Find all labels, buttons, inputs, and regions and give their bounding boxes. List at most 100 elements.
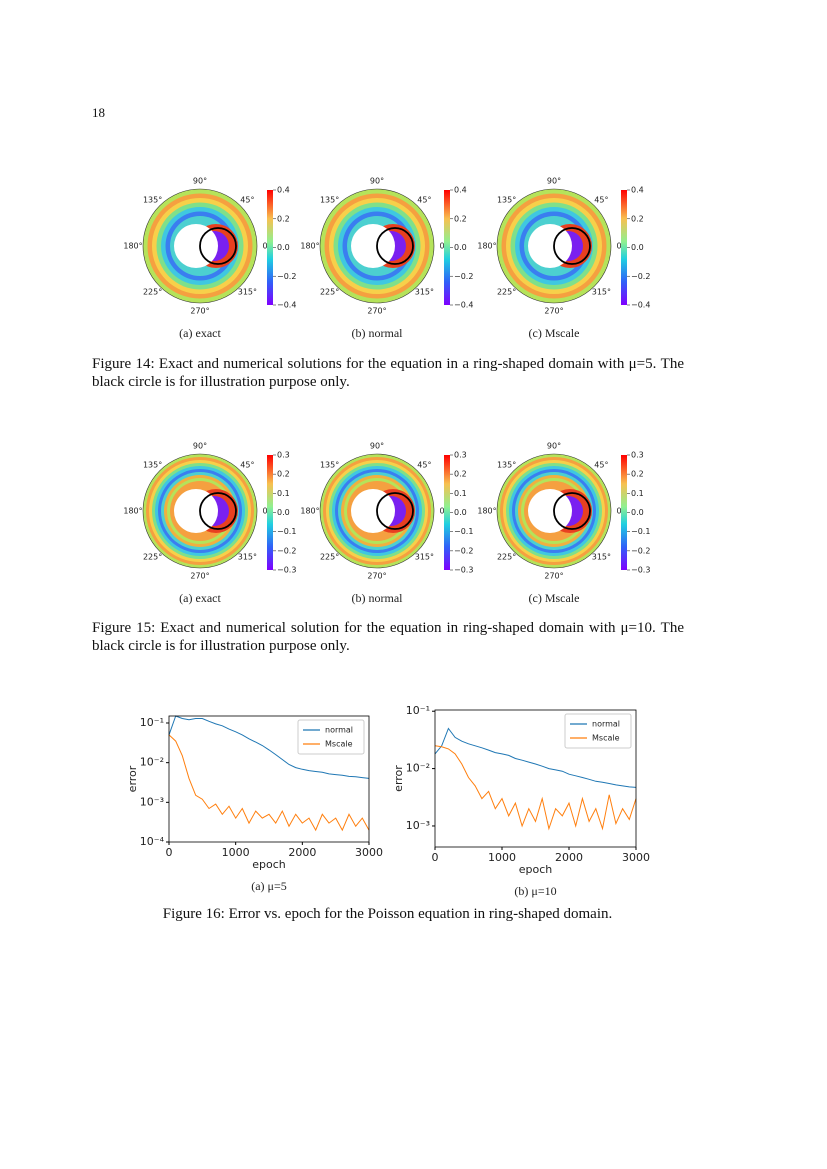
colorbar-tick-label: −0.2 xyxy=(631,272,650,281)
angle-label: 315° xyxy=(592,552,611,561)
plot-edge xyxy=(319,453,435,569)
angle-label: 45° xyxy=(240,461,254,470)
y-tick-label: 10⁻² xyxy=(406,762,430,775)
angle-label: 135° xyxy=(143,461,162,470)
angle-label: 180° xyxy=(300,507,319,516)
y-tick-label: 10⁻³ xyxy=(140,795,164,808)
angle-label: 315° xyxy=(238,552,257,561)
colorbar-tick-label: −0.1 xyxy=(631,527,650,536)
angle-label: 90° xyxy=(547,177,561,186)
series-line xyxy=(168,715,370,779)
subcaption: (b) μ=10 xyxy=(514,884,556,898)
colorbar-tick-label: 0.0 xyxy=(631,508,644,517)
angle-label: 270° xyxy=(544,306,563,315)
colorbar xyxy=(444,190,450,305)
x-tick-label: 3000 xyxy=(622,851,650,864)
angle-label: 270° xyxy=(190,306,209,315)
angle-label: 225° xyxy=(320,287,339,296)
colorbar-tick-label: −0.1 xyxy=(454,527,473,536)
colorbar xyxy=(267,455,273,570)
angle-label: 180° xyxy=(123,242,142,251)
colorbar-tick-label: 0.0 xyxy=(631,243,644,252)
angle-label: 315° xyxy=(415,552,434,561)
colorbar-tick-label: 0.2 xyxy=(277,214,290,223)
angle-label: 180° xyxy=(300,242,319,251)
angle-label: 180° xyxy=(477,242,496,251)
legend-box xyxy=(564,713,632,749)
page-number: 18 xyxy=(92,105,105,120)
plot-edge xyxy=(496,188,612,304)
colorbar-tick-label: −0.3 xyxy=(277,566,296,575)
illustration-circle xyxy=(553,227,591,265)
y-axis-label: error xyxy=(126,765,139,792)
subcaption: (b) normal xyxy=(352,326,404,340)
polar-plot xyxy=(319,453,435,569)
angle-label: 270° xyxy=(544,571,563,580)
x-tick-label: 1000 xyxy=(222,846,250,859)
colorbar-tick-label: 0.4 xyxy=(631,186,644,195)
colorbar-tick-label: −0.2 xyxy=(454,546,473,555)
plot-frame xyxy=(434,709,637,848)
colorbar-tick-label: 0.0 xyxy=(454,243,467,252)
x-tick-label: 1000 xyxy=(488,851,516,864)
angle-label: 45° xyxy=(594,196,608,205)
colorbar xyxy=(267,190,273,305)
colorbar-tick-label: −0.1 xyxy=(277,527,296,536)
angle-label: 45° xyxy=(240,196,254,205)
x-tick-label: 0 xyxy=(166,846,173,859)
hole xyxy=(174,224,218,268)
colorbar-tick-label: 0.0 xyxy=(454,508,467,517)
angle-label: 270° xyxy=(190,571,209,580)
hole xyxy=(528,224,572,268)
angle-label: 45° xyxy=(417,461,431,470)
series-line xyxy=(434,745,637,831)
colorbar xyxy=(444,455,450,570)
subcaption: (c) Mscale xyxy=(529,591,580,605)
plot-edge xyxy=(319,188,435,304)
angle-label: 135° xyxy=(497,196,516,205)
legend-label: Mscale xyxy=(325,740,353,749)
polar-plot xyxy=(496,188,612,304)
hole xyxy=(528,489,572,533)
colorbar-tick-label: −0.2 xyxy=(277,546,296,555)
polar-plot xyxy=(496,453,612,569)
angle-label: 90° xyxy=(193,442,207,451)
legend-label: normal xyxy=(592,720,620,729)
colorbar-tick-label: 0.2 xyxy=(277,470,290,479)
colorbar-tick-label: 0.1 xyxy=(454,489,467,498)
x-tick-label: 2000 xyxy=(555,851,583,864)
angle-label: 225° xyxy=(320,552,339,561)
colorbar-tick-label: 0.2 xyxy=(631,470,644,479)
angle-label: 135° xyxy=(320,196,339,205)
illustration-circle xyxy=(376,492,414,530)
angle-label: 270° xyxy=(367,571,386,580)
x-tick-label: 3000 xyxy=(355,846,383,859)
angle-label: 90° xyxy=(370,177,384,186)
angle-label: 135° xyxy=(143,196,162,205)
angle-label: 90° xyxy=(193,177,207,186)
plot-frame xyxy=(168,715,370,843)
angle-label: 225° xyxy=(497,552,516,561)
y-tick-label: 10⁻³ xyxy=(406,819,430,832)
angle-label: 180° xyxy=(477,507,496,516)
colorbar-tick-label: 0.3 xyxy=(631,451,644,460)
colorbar-tick-label: −0.2 xyxy=(631,546,650,555)
legend-box xyxy=(297,719,365,755)
angle-label: 90° xyxy=(547,442,561,451)
colorbar-tick-label: 0.2 xyxy=(454,470,467,479)
subcaption: (a) exact xyxy=(179,591,221,605)
angle-label: 225° xyxy=(143,552,162,561)
colorbar-tick-label: 0.0 xyxy=(277,243,290,252)
colorbar-tick-label: 0.3 xyxy=(454,451,467,460)
colorbar-tick-label: 0.4 xyxy=(277,186,290,195)
colorbar-tick-label: 0.1 xyxy=(631,489,644,498)
angle-label: 45° xyxy=(417,196,431,205)
hole xyxy=(174,489,218,533)
colorbar-tick-label: −0.2 xyxy=(454,272,473,281)
colorbar-tick-label: −0.2 xyxy=(277,272,296,281)
subcaption: (c) Mscale xyxy=(529,326,580,340)
x-axis-label: epoch xyxy=(252,858,286,871)
angle-label: 315° xyxy=(415,287,434,296)
colorbar-tick-label: 0.4 xyxy=(454,186,467,195)
